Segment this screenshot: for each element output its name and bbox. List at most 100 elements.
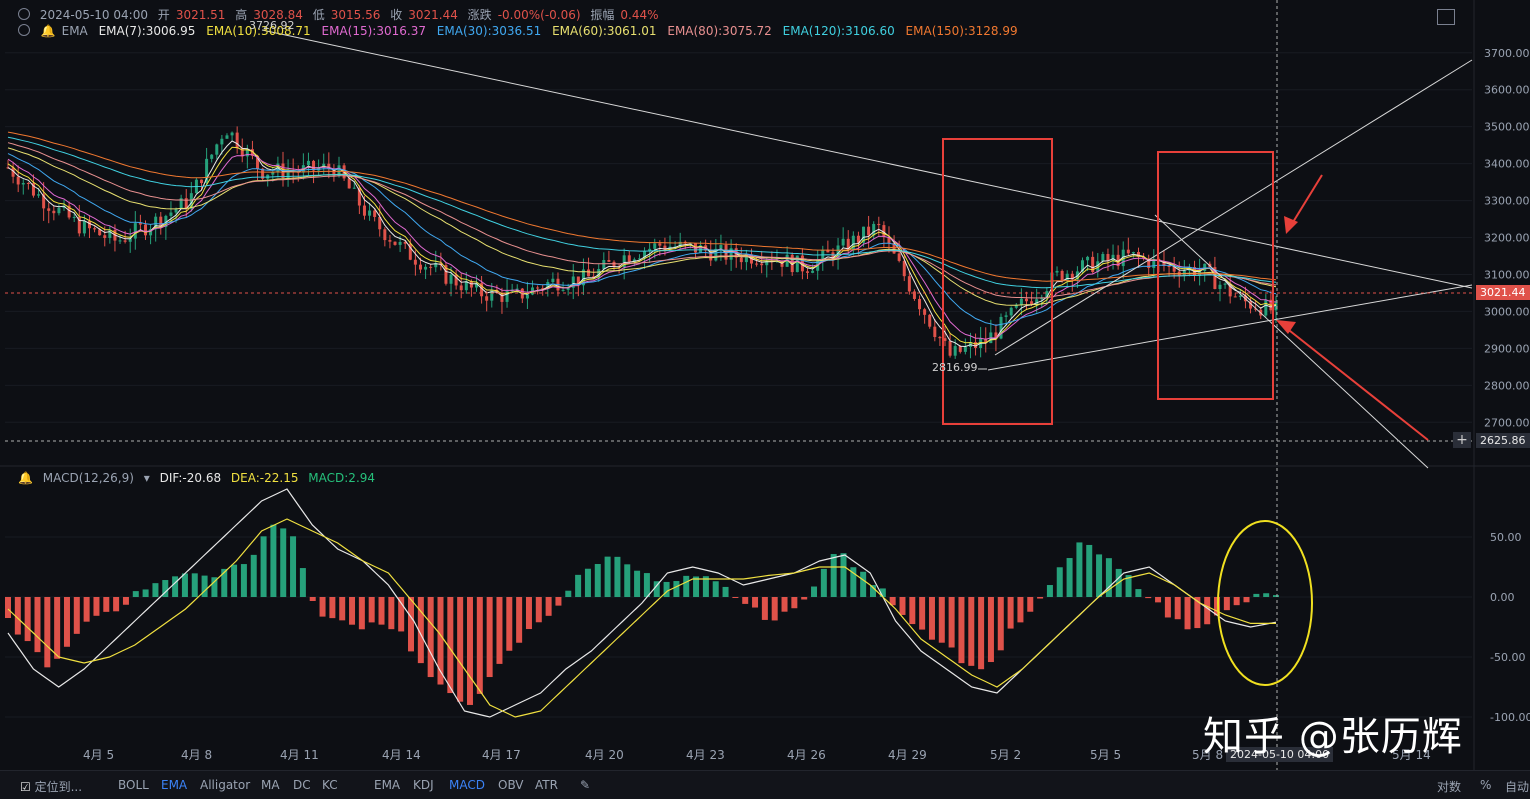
candle-body — [1116, 254, 1120, 267]
candle-body — [765, 260, 769, 266]
tb-ema[interactable]: EMA — [161, 778, 188, 792]
macd-bar — [319, 597, 326, 617]
y-tick-label: 3000.00 — [1484, 305, 1530, 318]
chevron-down-icon[interactable]: ▾ — [143, 471, 150, 485]
macd-bar — [811, 586, 818, 597]
bell-icon[interactable]: 🔔 — [18, 471, 33, 485]
tb-log[interactable]: 对数 — [1437, 780, 1462, 794]
candle-body — [393, 241, 397, 245]
candle-body — [1203, 263, 1207, 271]
collapse-icon[interactable] — [18, 8, 30, 20]
high-value: 3028.84 — [253, 8, 303, 22]
candle-body — [729, 248, 733, 260]
candle-body — [480, 283, 484, 297]
tb-ma[interactable]: MA — [261, 778, 280, 792]
x-tick-label: 5月 8 — [1192, 748, 1224, 762]
candle-body — [434, 263, 438, 268]
bell-icon[interactable]: 🔔 — [40, 24, 56, 38]
macd-bar — [948, 597, 955, 648]
tb-kdj[interactable]: KDJ — [413, 778, 434, 792]
macd-bar — [290, 536, 297, 597]
candle-body — [128, 238, 132, 242]
macd-bar — [1086, 544, 1093, 597]
tb-percent[interactable]: % — [1480, 778, 1492, 792]
tb-obv[interactable]: OBV — [498, 778, 524, 792]
candle-body — [663, 245, 667, 250]
macd-bar — [486, 597, 493, 678]
candle-body — [826, 249, 830, 253]
macd-bar — [653, 581, 660, 597]
macd-bar — [673, 581, 680, 597]
candle-body — [37, 194, 41, 196]
macd-bar — [368, 597, 375, 623]
candle-body — [587, 269, 591, 277]
macd-bar — [44, 597, 51, 668]
edit-icon[interactable]: ✎ — [580, 778, 591, 792]
macd-bar — [1253, 593, 1260, 597]
candle-body — [1137, 252, 1141, 257]
candle-body — [133, 223, 137, 239]
arrow-head — [1276, 320, 1296, 334]
macd-bar — [113, 597, 120, 612]
candle-body — [576, 276, 580, 286]
tb-auto[interactable]: 自动 — [1505, 780, 1530, 794]
macd-bar — [840, 553, 847, 597]
candle-body — [1096, 261, 1100, 273]
expand-icon[interactable] — [1437, 9, 1455, 25]
candle-body — [1218, 284, 1222, 290]
candle-body — [454, 274, 458, 286]
candle-body — [200, 179, 204, 184]
macd-bar — [5, 597, 11, 619]
tb-kc[interactable]: KC — [322, 778, 338, 792]
candle-body — [1060, 270, 1064, 281]
macd-bar — [221, 568, 228, 597]
macd-bar — [1184, 597, 1191, 630]
tb-dc[interactable]: DC — [293, 778, 311, 792]
macd-bar — [889, 597, 896, 606]
y-tick-label: 2700.00 — [1484, 416, 1530, 429]
macd-name: MACD(12,26,9) — [42, 471, 134, 485]
ema-10: EMA(10):3008.71 — [206, 24, 311, 38]
candle-body — [714, 248, 718, 261]
y-tick-label: 3300.00 — [1484, 195, 1530, 208]
y-tick-label: 3100.00 — [1484, 268, 1530, 281]
candle-body — [16, 176, 20, 185]
macd-bar — [240, 564, 247, 597]
locate-button[interactable]: ☑ 定位到... — [20, 780, 83, 794]
macd-bar — [1155, 597, 1162, 603]
candle-body — [332, 168, 336, 176]
candle-body — [118, 240, 122, 242]
candle-body — [21, 182, 25, 185]
ohlc-header: 2024-05-10 04:00 开 3021.51 高 3028.84 低 3015… — [18, 6, 665, 23]
candle-body — [612, 261, 616, 267]
macd-bar — [987, 597, 994, 663]
candle-body — [1055, 270, 1059, 273]
candle-body — [877, 223, 881, 226]
add-icon[interactable]: + — [1453, 432, 1471, 448]
macd-bar — [506, 597, 513, 651]
arrow-line — [1289, 174, 1323, 228]
candle-body — [327, 163, 331, 169]
tb-atr[interactable]: ATR — [535, 778, 558, 792]
tb-boll[interactable]: BOLL — [118, 778, 149, 792]
y-tick-label: 2900.00 — [1484, 342, 1530, 355]
tb-macd[interactable]: MACD — [449, 778, 485, 792]
macd-bar — [781, 597, 788, 612]
candle-body — [699, 245, 703, 253]
candle-body — [398, 241, 402, 245]
macd-bar — [181, 573, 188, 597]
candle-body — [403, 241, 407, 244]
candle-body — [383, 229, 387, 241]
candle-body — [1111, 254, 1115, 261]
candle-body — [413, 259, 417, 265]
collapse-icon[interactable] — [18, 24, 30, 36]
tb-ema-sub[interactable]: EMA — [374, 778, 401, 792]
candle-body — [98, 229, 102, 236]
candle-body — [1091, 256, 1095, 273]
candle-body — [882, 225, 886, 238]
ema-15: EMA(15):3016.37 — [321, 24, 426, 38]
candle-body — [108, 230, 112, 238]
tb-alligator[interactable]: Alligator — [200, 778, 251, 792]
candle-body — [388, 240, 392, 242]
macd-bar — [584, 568, 591, 597]
